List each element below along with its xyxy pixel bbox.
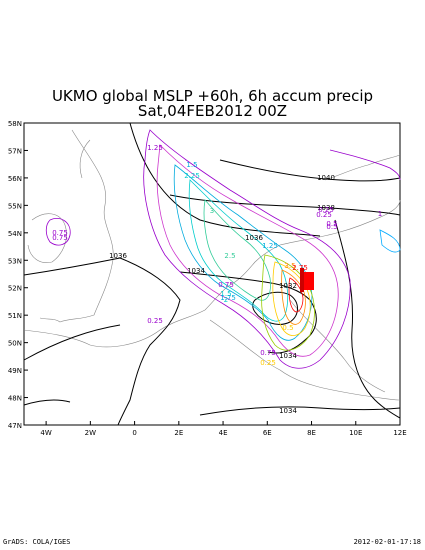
isobar-1034-south <box>199 406 401 416</box>
isobar-label: 1036 <box>109 252 127 260</box>
precip-contours <box>45 129 401 369</box>
lat-tick-label: 57N <box>8 147 22 155</box>
precip-label: 2.25 <box>184 172 200 180</box>
precip-label: 0.75 <box>260 349 276 357</box>
longitude-axis: 4W 2W 0 2E 4E 6E 8E 10E 12E <box>40 421 407 437</box>
border-lines-east <box>289 299 386 393</box>
isobar-label: 1040 <box>317 174 335 182</box>
lat-tick-label: 49N <box>8 367 22 375</box>
precip-label: 2.5 <box>224 252 235 260</box>
precip-labels: 1.251.52.2530.750.250.512.53.51.520.751.… <box>52 144 382 367</box>
precip-label: 0.25 <box>260 359 276 367</box>
lat-tick-label: 55N <box>8 202 22 210</box>
lon-tick-label: 6E <box>263 429 272 437</box>
precip-contour-2 <box>188 179 289 322</box>
lon-tick-label: 2W <box>85 429 96 437</box>
precip-label: 1.25 <box>262 242 278 250</box>
precip-contour-5 <box>281 269 306 325</box>
precip-label: 2.75 <box>292 264 308 272</box>
isobar-1038 <box>169 194 401 216</box>
lat-tick-label: 56N <box>8 175 22 183</box>
france-north-coast <box>23 309 206 348</box>
precip-label: 0.5 <box>282 324 293 332</box>
isobar-east <box>334 219 401 419</box>
precip-label: 1.25 <box>147 144 163 152</box>
lat-tick-label: 52N <box>8 285 22 293</box>
isobar-labels: 1040 1038 1036 1036 1034 1032 1034 1034 <box>109 174 335 415</box>
lon-tick-label: 2E <box>174 429 183 437</box>
precip-contour-3 <box>203 199 271 301</box>
precip-max-core <box>300 268 304 292</box>
lon-tick-label: 12E <box>393 429 406 437</box>
isobar-sw-corner <box>23 399 71 406</box>
footer-credit: GrADS: COLA/IGES <box>3 538 71 546</box>
map-title: UKMO global MSLP +60h, 6h accum precip <box>51 87 374 105</box>
precip-contour-0.5 <box>156 144 339 357</box>
isobar-label: 1032 <box>279 282 297 290</box>
lat-tick-label: 58N <box>8 120 22 128</box>
scotland-coast <box>79 139 91 179</box>
coastlines <box>23 129 401 401</box>
lon-tick-label: 8E <box>307 429 316 437</box>
precip-label: 0.25 <box>318 206 334 214</box>
precip-contour-irish <box>45 218 71 246</box>
precip-label: 3.5 <box>284 262 295 270</box>
footer-timestamp: 2012-02-01-17:18 <box>353 538 421 546</box>
ireland-coast <box>27 213 67 263</box>
precip-label: 1 <box>378 210 382 218</box>
precip-label: 0.75 <box>52 229 68 237</box>
lat-tick-label: 53N <box>8 257 22 265</box>
isobar-1040 <box>219 159 401 182</box>
precip-contour-north-sea <box>329 149 401 181</box>
precip-label: 0.25 <box>316 211 332 219</box>
isobar-west <box>117 257 181 426</box>
lon-tick-label: 4E <box>219 429 228 437</box>
precip-contour-east-edge <box>379 229 401 253</box>
precip-label: 2 <box>224 296 228 304</box>
precip-label: 1.5 <box>220 290 231 298</box>
precip-label: 0.5 <box>326 223 337 231</box>
lon-tick-label: 0 <box>132 429 136 437</box>
precip-label: 0.5 <box>326 220 337 228</box>
lat-tick-label: 47N <box>8 422 22 430</box>
latitude-axis: 58N 57N 56N 55N 54N 53N 52N 51N 50N 49N 48N 47N <box>8 120 28 430</box>
precip-max-area <box>304 272 314 290</box>
precip-label: 3 <box>210 207 214 215</box>
precip-label: 0.75 <box>218 281 234 289</box>
lon-tick-label: 4W <box>40 429 51 437</box>
map-subtitle: Sat,04FEB2012 00Z <box>137 102 288 120</box>
lat-tick-label: 51N <box>8 312 22 320</box>
isobar-label: 1038 <box>317 204 335 212</box>
lat-tick-label: 54N <box>8 230 22 238</box>
precip-label: 1.75 <box>220 294 236 302</box>
plot-frame <box>23 122 401 426</box>
great-britain-coast <box>39 129 114 323</box>
isobar-1036-west <box>23 257 121 276</box>
isobar-label: 1034 <box>279 352 297 360</box>
precip-label: 0.75 <box>52 234 68 242</box>
benelux-coast <box>204 244 281 311</box>
precip-contour-1 <box>173 164 313 341</box>
isobar-label: 1034 <box>187 267 205 275</box>
border-lines <box>209 319 401 401</box>
denmark-coast <box>324 154 401 181</box>
precip-contour-0.25 <box>143 129 351 369</box>
isobar-label: 1036 <box>245 234 263 242</box>
lat-tick-label: 48N <box>8 395 22 403</box>
isobar-label: 1034 <box>279 407 297 415</box>
lat-tick-label: 50N <box>8 340 22 348</box>
precip-label: 1.5 <box>186 161 197 169</box>
isobar-sw <box>23 324 121 361</box>
german-coast <box>279 199 401 246</box>
isobar-1036 <box>129 122 321 237</box>
lon-tick-label: 10E <box>349 429 362 437</box>
precip-label: 0.25 <box>147 317 163 325</box>
